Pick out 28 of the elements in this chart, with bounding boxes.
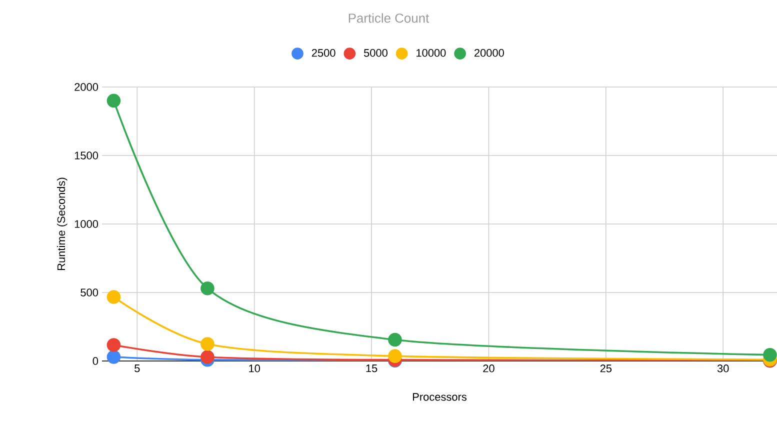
x-tick-label: 25 xyxy=(600,364,612,372)
x-tick-label: 15 xyxy=(366,364,378,372)
x-tick-label: 10 xyxy=(249,364,260,372)
x-tick-label: 5 xyxy=(134,364,140,372)
point xyxy=(200,281,214,296)
legend-label: 10000 xyxy=(416,49,446,57)
point xyxy=(763,348,777,362)
point xyxy=(106,338,121,352)
y-tick-label: 2000 xyxy=(74,83,98,91)
legend-label: 2500 xyxy=(312,49,336,57)
point xyxy=(200,337,214,351)
x-tick-label: 30 xyxy=(717,364,729,372)
y-tick-label: 1000 xyxy=(74,220,98,228)
y-axis-title: Runtime (Seconds) xyxy=(57,178,68,270)
chart-title: Particle Count xyxy=(348,13,430,23)
y-tick-label: 1500 xyxy=(74,152,98,160)
point xyxy=(388,332,402,347)
legend-label: 5000 xyxy=(364,49,388,57)
point xyxy=(200,350,214,364)
x-axis-title: Processors xyxy=(413,393,467,401)
point xyxy=(388,349,402,363)
y-tick-label: 0 xyxy=(92,357,98,365)
y-tick-label: 500 xyxy=(80,288,98,296)
legend-label: 20000 xyxy=(474,49,504,57)
point xyxy=(106,350,121,364)
x-tick-label: 20 xyxy=(483,364,494,372)
point xyxy=(106,290,121,304)
point xyxy=(106,94,121,108)
